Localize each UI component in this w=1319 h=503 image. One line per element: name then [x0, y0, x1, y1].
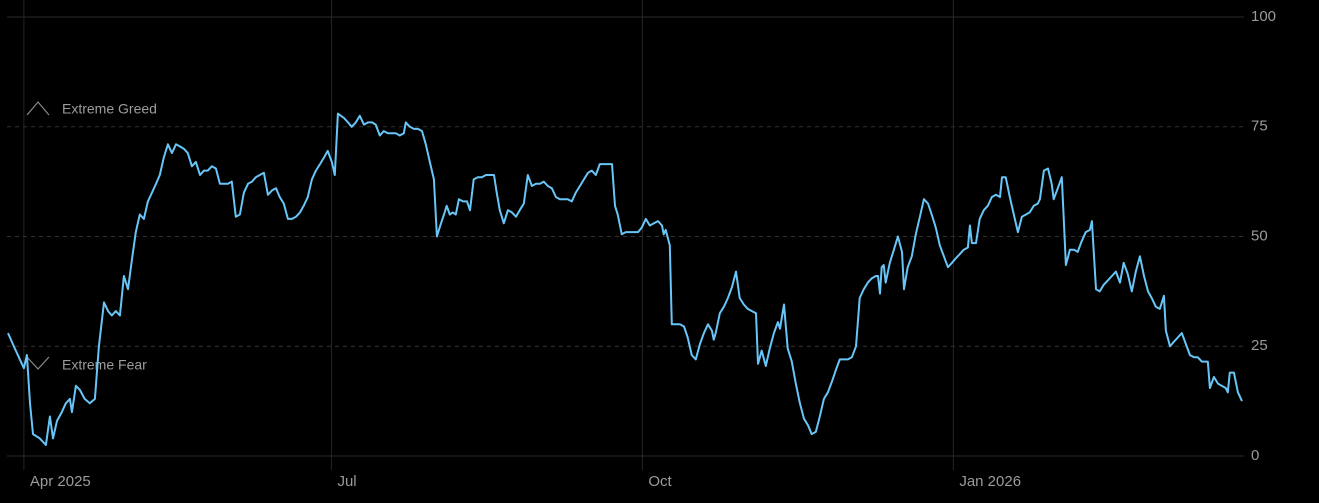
annotation: Extreme Greed [62, 101, 157, 117]
x-tick-label: Jan 2026 [959, 473, 1021, 490]
x-tick-label: Apr 2025 [30, 473, 91, 490]
line-series [7, 112, 1243, 446]
x-tick-label: Jul [337, 473, 356, 490]
fear-icon [26, 356, 50, 370]
y-tick-label: 25 [1251, 337, 1268, 354]
y-tick-label: 75 [1251, 118, 1268, 135]
y-tick-label: 0 [1251, 447, 1259, 464]
annotation: Extreme Fear [62, 357, 147, 373]
x-tick-label: Oct [648, 473, 672, 490]
greed-icon [26, 101, 50, 116]
y-tick-label: 50 [1251, 227, 1268, 244]
y-tick-label: 100 [1251, 8, 1276, 25]
